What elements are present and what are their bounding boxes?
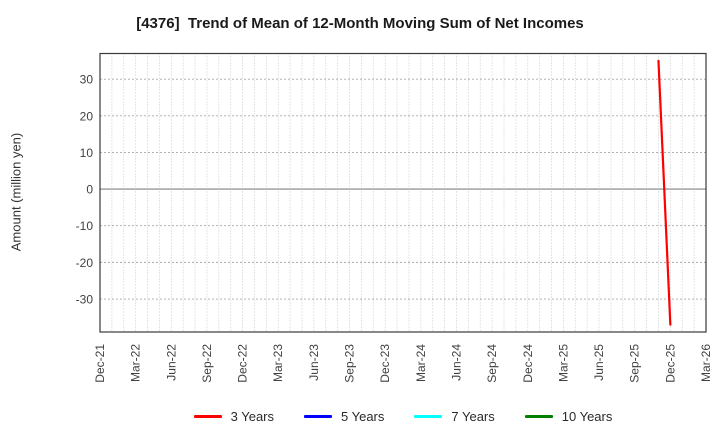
- x-tick-label: Mar-23: [271, 344, 285, 382]
- legend-swatch-10-years: [524, 414, 553, 418]
- legend-swatch-3-years: [193, 414, 222, 418]
- x-tick-label: Mar-26: [699, 344, 713, 382]
- legend-item-3-years: 3 Years: [193, 408, 274, 424]
- x-tick-label: Dec-25: [663, 344, 677, 383]
- y-tick-label: 30: [80, 73, 94, 87]
- x-tick-label: Jun-23: [307, 344, 321, 381]
- legend-swatch-7-years: [414, 414, 443, 418]
- y-tick-label: 10: [80, 146, 94, 160]
- legend-item-7-years: 7 Years: [414, 408, 495, 424]
- legend-label: 7 Years: [451, 408, 495, 424]
- x-tick-label: Jun-24: [449, 344, 463, 381]
- y-tick-label: -20: [76, 256, 94, 270]
- x-tick-label: Dec-24: [521, 344, 535, 383]
- legend-swatch-5-years: [304, 414, 332, 418]
- legend: 3 Years 5 Years 7 Years 10 Years: [100, 405, 706, 427]
- x-tick-label: Jun-22: [164, 344, 178, 381]
- legend-label: 3 Years: [230, 408, 274, 424]
- y-tick-label: -10: [76, 219, 94, 233]
- x-tick-label: Sep-25: [628, 344, 642, 383]
- x-tick-label: Mar-25: [556, 344, 570, 382]
- y-tick-label: -30: [76, 293, 94, 307]
- plot-border: [99, 52, 707, 333]
- x-tick-label: Dec-23: [378, 344, 392, 383]
- y-tick-label: 0: [86, 183, 93, 197]
- x-tick-label: Mar-24: [414, 344, 428, 382]
- legend-label: 5 Years: [341, 408, 385, 424]
- x-tick-label: Sep-23: [343, 344, 357, 383]
- series-line-3-years: [657, 59, 672, 326]
- legend-item-5-years: 5 Years: [304, 409, 384, 424]
- x-tick-label: Sep-24: [485, 344, 499, 383]
- x-tick-label: Mar-22: [129, 344, 143, 382]
- chart-title: [4376] Trend of Mean of 12-Month Moving …: [136, 15, 584, 32]
- legend-item-10-years: 10 Years: [524, 408, 613, 424]
- y-tick-label: 20: [80, 109, 94, 123]
- x-tick-label: Dec-22: [236, 344, 250, 383]
- legend-label: 10 Years: [561, 408, 613, 424]
- x-tick-label: Dec-21: [93, 344, 107, 383]
- x-tick-label: Sep-22: [200, 344, 214, 383]
- x-tick-label: Jun-25: [592, 344, 606, 381]
